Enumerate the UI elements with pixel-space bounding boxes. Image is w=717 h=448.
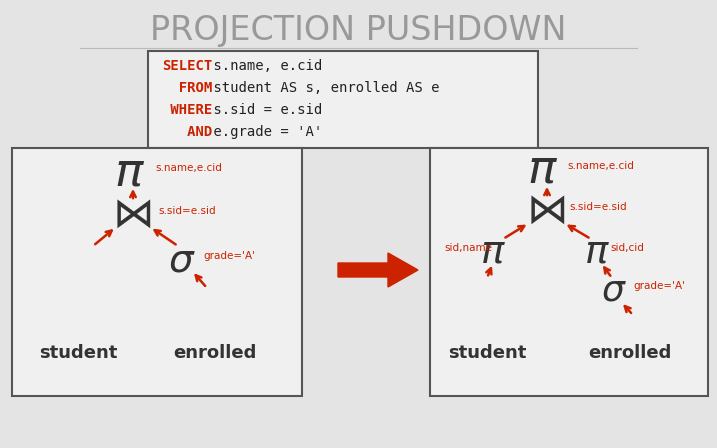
Text: sid,cid: sid,cid [610,243,644,253]
Text: sid,name: sid,name [444,243,492,253]
Text: $\pi$: $\pi$ [584,232,610,270]
Text: s.sid = e.sid: s.sid = e.sid [205,103,323,117]
Text: s.name,e.cid: s.name,e.cid [567,161,634,171]
Text: enrolled: enrolled [589,344,672,362]
Bar [430,148,708,396]
Text: WHERE: WHERE [162,103,212,117]
Text: enrolled: enrolled [174,344,257,362]
Bar [148,51,538,148]
Text: ⋈: ⋈ [112,194,154,236]
Text: FROM: FROM [162,81,212,95]
Text: PROJECTION PUSHDOWN: PROJECTION PUSHDOWN [150,13,566,47]
Text: s.sid=e.sid: s.sid=e.sid [569,202,627,212]
Text: student: student [448,344,526,362]
Text: SELECT: SELECT [162,59,212,73]
Polygon shape [338,253,418,287]
Text: student AS s, enrolled AS e: student AS s, enrolled AS e [205,81,440,95]
Text: grade='A': grade='A' [633,281,685,291]
Text: $\pi$: $\pi$ [528,147,559,193]
Text: e.grade = 'A': e.grade = 'A' [205,125,323,139]
Text: s.sid=e.sid: s.sid=e.sid [158,206,216,216]
Text: grade='A': grade='A' [203,251,255,261]
Text: student: student [39,344,117,362]
Text: s.name, e.cid: s.name, e.cid [205,59,323,73]
Text: $\sigma$: $\sigma$ [168,241,196,279]
Text: $\pi$: $\pi$ [115,151,146,195]
Bar [12,148,302,396]
Text: s.name,e.cid: s.name,e.cid [155,163,222,173]
Text: ⋈: ⋈ [526,190,568,232]
Text: AND: AND [162,125,212,139]
Text: $\sigma$: $\sigma$ [601,273,627,307]
Text: $\pi$: $\pi$ [480,232,506,270]
